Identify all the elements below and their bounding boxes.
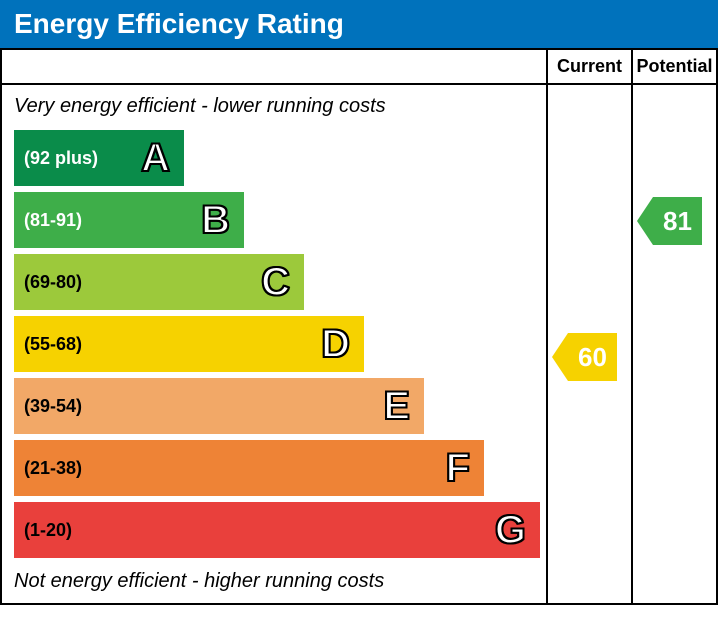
pointer-value: 81 — [653, 197, 702, 245]
band-letter: B — [201, 200, 230, 240]
band-letter: F — [446, 448, 470, 488]
title-bar: Energy Efficiency Rating — [0, 0, 718, 48]
band-bar: (21-38) F — [14, 440, 484, 496]
body-row: Very energy efficient - lower running co… — [2, 85, 716, 603]
band-bar: (55-68) D — [14, 316, 364, 372]
caption-top: Very energy efficient - lower running co… — [2, 91, 546, 122]
band-bar: (69-80) C — [14, 254, 304, 310]
band-a: (92 plus) A — [14, 130, 546, 186]
band-bar: (1-20) G — [14, 502, 540, 558]
band-g: (1-20) G — [14, 502, 546, 558]
band-range: (81-91) — [24, 210, 82, 231]
header-current: Current — [546, 50, 631, 83]
band-letter: G — [495, 510, 526, 550]
pointer-potential: 81 — [637, 197, 702, 245]
column-current: 60 — [546, 85, 631, 603]
band-bar: (81-91) B — [14, 192, 244, 248]
band-b: (81-91) B — [14, 192, 546, 248]
band-f: (21-38) F — [14, 440, 546, 496]
header-potential: Potential — [631, 50, 716, 83]
band-range: (69-80) — [24, 272, 82, 293]
band-e: (39-54) E — [14, 378, 546, 434]
chart-frame: Current Potential Very energy efficient … — [0, 48, 718, 605]
chart-area: Very energy efficient - lower running co… — [2, 85, 546, 603]
band-letter: A — [141, 138, 170, 178]
header-row: Current Potential — [2, 50, 716, 85]
caption-bottom: Not energy efficient - higher running co… — [2, 566, 546, 597]
band-letter: D — [321, 324, 350, 364]
rating-bands: (92 plus) A (81-91) B (69-80) C (55-68) D (39-54… — [2, 122, 546, 566]
band-range: (1-20) — [24, 520, 72, 541]
pointer-value: 60 — [568, 333, 617, 381]
band-range: (55-68) — [24, 334, 82, 355]
column-potential: 81 — [631, 85, 716, 603]
band-range: (39-54) — [24, 396, 82, 417]
band-range: (92 plus) — [24, 148, 98, 169]
pointer-current: 60 — [552, 333, 617, 381]
pointer-arrow-icon — [552, 333, 568, 381]
title-text: Energy Efficiency Rating — [14, 8, 344, 39]
band-d: (55-68) D — [14, 316, 546, 372]
band-bar: (92 plus) A — [14, 130, 184, 186]
band-c: (69-80) C — [14, 254, 546, 310]
header-spacer — [2, 50, 546, 83]
band-bar: (39-54) E — [14, 378, 424, 434]
band-letter: E — [383, 386, 410, 426]
band-letter: C — [261, 262, 290, 302]
band-range: (21-38) — [24, 458, 82, 479]
epc-chart: Energy Efficiency Rating Current Potenti… — [0, 0, 718, 619]
pointer-arrow-icon — [637, 197, 653, 245]
